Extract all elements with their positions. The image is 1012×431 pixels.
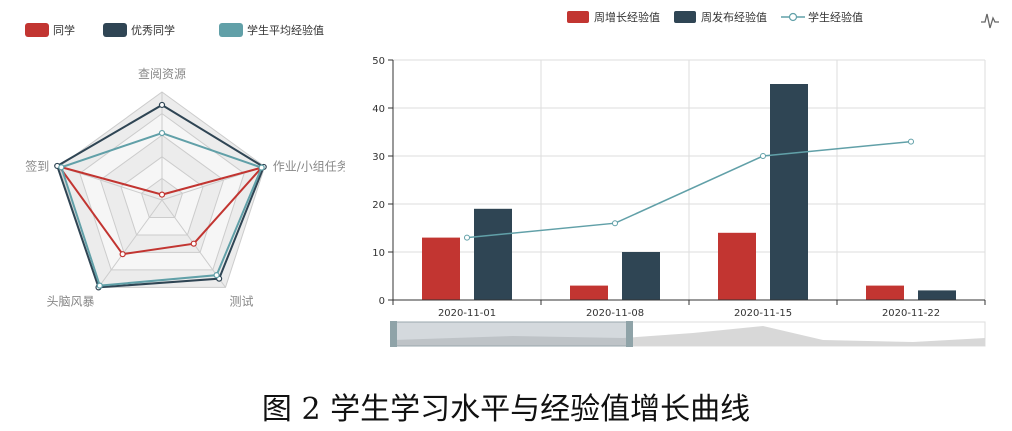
radar-series-line [60,131,263,287]
line-point [908,138,914,145]
line-chart-icon [981,13,999,29]
radar-indicator-label: 头脑风暴 [47,294,95,308]
radar-spoke [98,199,163,288]
bar [918,290,956,300]
radar-indicator-label: 测试 [229,293,253,308]
zoom-handle-left [390,321,397,347]
zoom-preview-area [393,326,985,346]
radar-legend: 同学 优秀同学 学生平均经验值 [25,23,324,37]
radar-indicator-label: 签到 [25,159,49,174]
y-tick-label: 20 [372,200,385,211]
bar-legend-swatch [567,11,589,23]
radar-point [213,272,220,279]
radar-indicator-label: 作业/小组任务 [273,159,345,174]
radar-point [96,282,103,289]
radar-legend-label: 学生平均经验值 [247,23,324,37]
x-tick-label: 2020-11-01 [438,308,496,319]
bar [866,285,904,300]
series-line [466,140,912,239]
x-tick-label: 2020-11-22 [882,308,940,319]
bar [770,84,808,300]
radar-point [190,240,197,247]
radar-legend-swatch [103,23,127,37]
radar-point [158,129,166,137]
bar [718,232,756,300]
radar-point [158,191,166,198]
bar-legend-swatch [674,11,696,23]
bar-legend-swatch [788,12,798,22]
zoom-handle-right [626,321,633,347]
radar-point [158,101,166,109]
radar-series-line [56,164,265,256]
bar-legend-label: 周增长经验值 [594,10,660,24]
bar-legend: 周增长经验值 周发布经验值 学生经验值 [567,10,863,24]
line-point [612,220,618,227]
bar-line-chart: 周增长经验值 周发布经验值 学生经验值 0 10 20 30 40 50 2020-11-01 2… [372,10,999,347]
x-tick-label: 2020-11-08 [586,308,644,319]
bar [570,285,608,300]
radar-legend-label: 同学 [53,23,75,37]
radar-legend-label: 优秀同学 [131,23,175,37]
bar [474,208,512,300]
radar-legend-swatch [25,23,49,37]
radar-point [119,251,126,258]
radar-point [58,164,65,171]
bar-legend-label: 学生经验值 [808,10,863,24]
radar-indicator-label: 查阅资源 [138,67,186,81]
bar-legend-label: 周发布经验值 [701,10,767,24]
line-point [760,153,766,159]
radar-series-line [56,103,265,289]
y-tick-label: 50 [372,56,385,67]
y-tick-label: 10 [372,248,385,259]
radar-legend-swatch [219,23,243,37]
data-zoom-slider[interactable] [390,321,986,347]
zoom-selected-window [392,321,630,347]
bar [622,252,660,300]
y-tick-label: 40 [372,104,385,115]
figure-caption: 图 2 学生学习水平与经验值增长曲线 [261,392,751,427]
bar-marks [422,84,956,300]
line-point [464,234,470,241]
y-tick-label: 30 [372,152,385,163]
bar [422,237,460,300]
radar-series [54,101,267,291]
y-tick-label: 0 [379,296,385,307]
radar-point [258,164,265,171]
bar-axis: 0 10 20 30 40 50 2020-11-01 2020-11-08 2020-11-1… [372,56,986,319]
chart-type-toggle-icon[interactable] [981,13,999,29]
x-tick-label: 2020-11-15 [734,308,792,319]
